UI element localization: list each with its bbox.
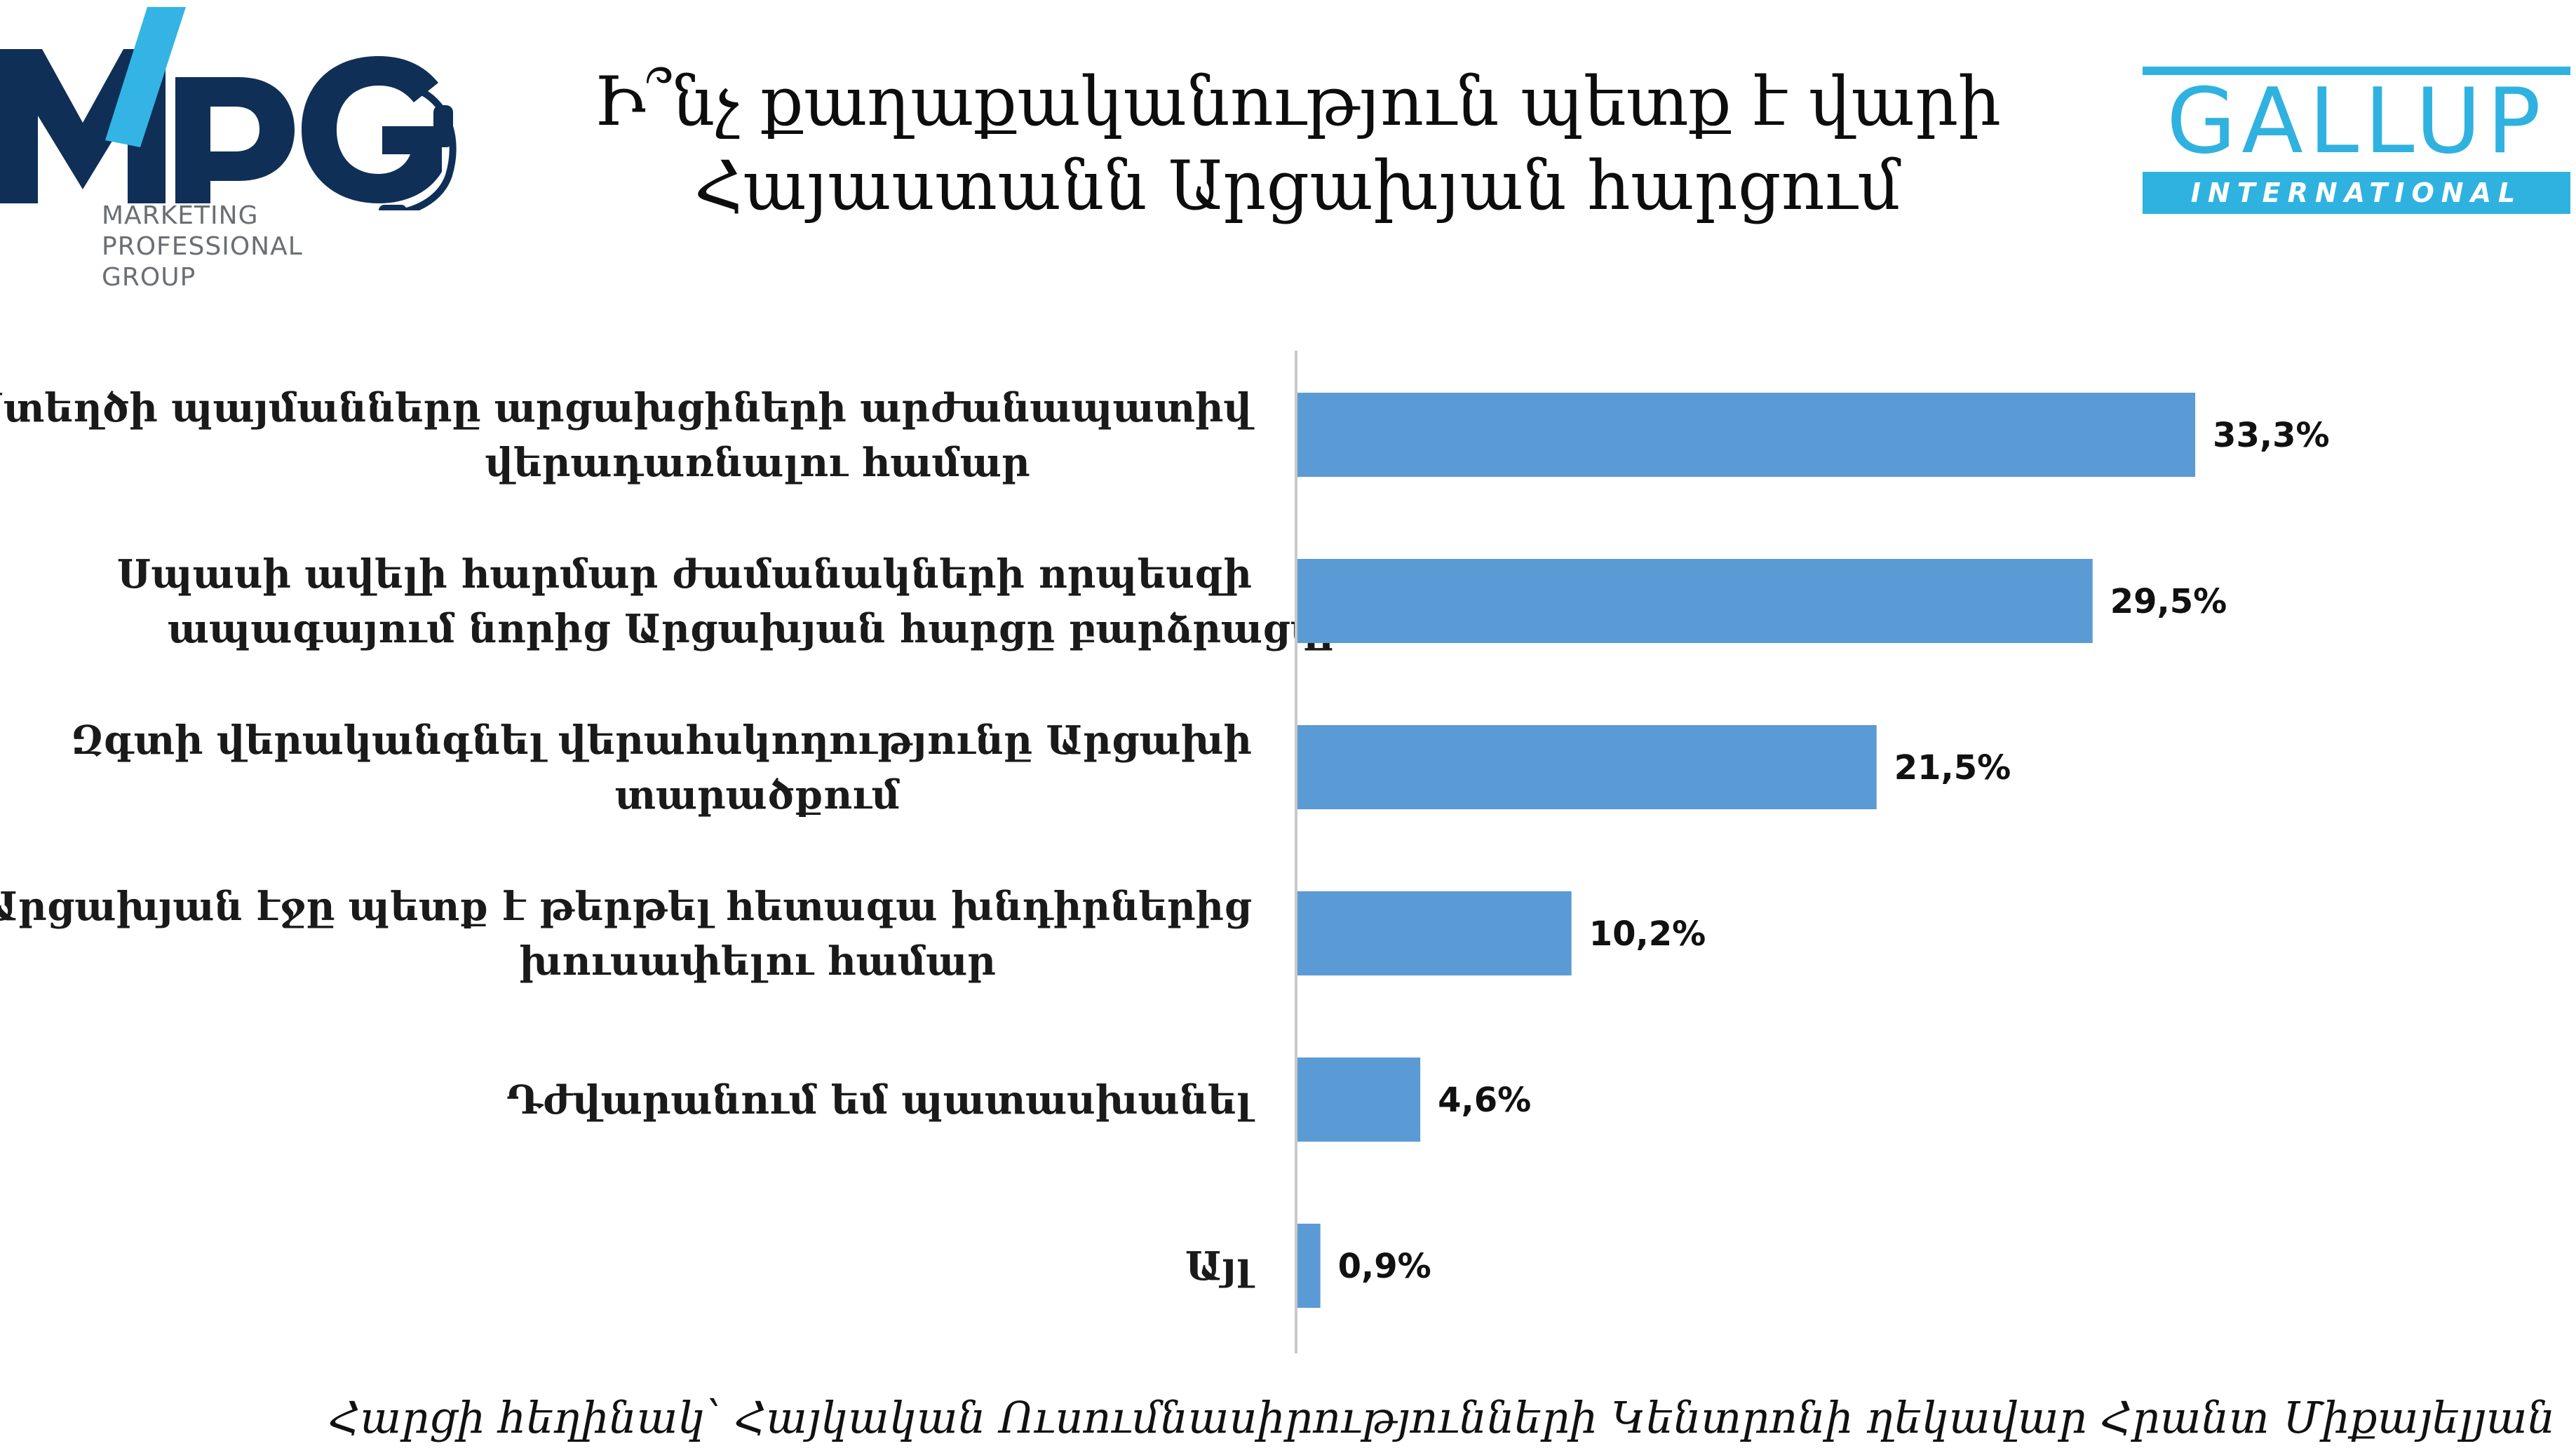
category-label-4: Արցախյան էջը պետք է թերթել հետագա խնդիրն… [0, 884, 1252, 985]
category-label-2: Սպասի ավելի հարմար ժամանակների որպեսզի ապ… [117, 551, 1347, 652]
bar-1 [1296, 393, 2196, 477]
mpg-logo-mark [0, 7, 457, 220]
footer-author-note: Հարցի հեղինակ՝ Հայկական Ուսումնասիրությո… [328, 1392, 2555, 1443]
gallup-logo-word: GALLUP [2166, 69, 2547, 174]
category-label-4-line-1: Արցախյան էջը պետք է թերթել հետագա խնդիրն… [0, 884, 1252, 930]
bar-4 [1296, 891, 1572, 975]
gallup-logo: GALLUP INTERNATIONAL [2143, 67, 2570, 217]
category-label-1-line-1: Ստեղծի պայմանները արցախցիների արժանապատի… [0, 385, 1255, 431]
bar-2 [1296, 559, 2093, 643]
value-labels: 33,3% 29,5% 21,5% 10,2% 4,6% 0,9% [1338, 416, 2330, 1286]
category-label-2-line-2: ապագայում նորից Արցախյան հարցը բարձրացվի [168, 606, 1347, 652]
category-label-5-line-1: Դժվարանում եմ պատասխանել [506, 1077, 1255, 1123]
category-label-2-line-1: Սպասի ավելի հարմար ժամանակների որպեսզի [117, 551, 1252, 597]
bar-3 [1296, 725, 1877, 809]
value-label-4: 10,2% [1589, 914, 1706, 954]
category-label-5: Դժվարանում եմ պատասխանել [506, 1077, 1255, 1123]
gallup-logo-band: INTERNATIONAL [2143, 172, 2570, 214]
category-label-3-line-2: տարածքում [615, 772, 901, 818]
value-label-2: 29,5% [2110, 582, 2227, 621]
mpg-logo: MARKETING PROFESSIONAL GROUP [0, 0, 491, 302]
value-label-5: 4,6% [1438, 1081, 1531, 1120]
category-label-4-line-2: խուսափելու համար [519, 938, 996, 985]
bars [1296, 393, 2196, 1308]
bar-chart: Ստեղծի պայմանները արցախցիների արժանապատի… [0, 351, 2330, 1353]
chart-title: Ի՞նչ քաղաքականություն պետք է վարի Հայաստ… [593, 62, 2002, 225]
category-label-6-line-1: Այլ [1185, 1243, 1255, 1290]
category-label-1: Ստեղծի պայմանները արցախցիների արժանապատի… [0, 385, 1255, 486]
bar-6 [1296, 1224, 1321, 1308]
mpg-tagline-line3: GROUP [102, 263, 196, 292]
category-label-3: Զգտի վերականգնել վերահսկողությունը Արցախ… [71, 717, 1252, 818]
category-label-1-line-2: վերադառնալու համար [485, 440, 1030, 486]
bar-5 [1296, 1057, 1421, 1142]
mpg-tagline-line2: PROFESSIONAL [102, 232, 303, 261]
category-label-6: Այլ [1185, 1243, 1255, 1290]
value-label-1: 33,3% [2213, 416, 2330, 455]
category-label-3-line-1: Զգտի վերականգնել վերահսկողությունը Արցախ… [71, 717, 1252, 764]
gallup-logo-top-rule [2143, 67, 2570, 75]
value-label-3: 21,5% [1894, 748, 2011, 788]
mpg-tagline-line1: MARKETING [102, 201, 259, 230]
value-label-6: 0,9% [1338, 1247, 1431, 1286]
category-labels: Ստեղծի պայմանները արցախցիների արժանապատի… [0, 385, 1347, 1290]
